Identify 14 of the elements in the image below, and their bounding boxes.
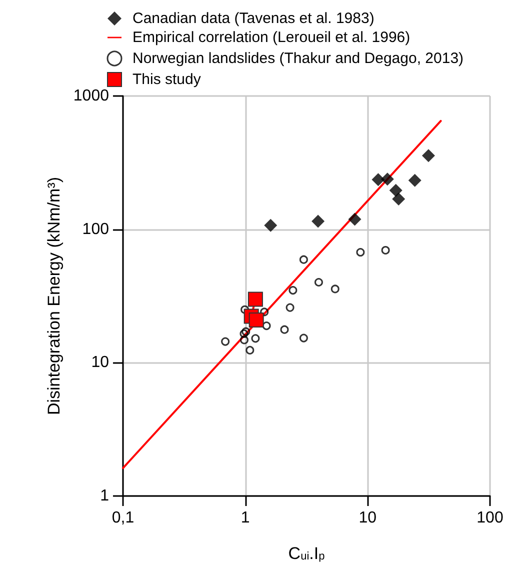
legend-label: Canadian data (Tavenas et al. 1983) bbox=[132, 10, 374, 27]
y-tick-label: 10 bbox=[91, 354, 110, 372]
x-axis-title: Cui.Ip bbox=[288, 544, 325, 563]
legend-label: Norwegian landslides (Thakur and Degago, 2013) bbox=[132, 50, 464, 67]
legend-label: This study bbox=[132, 71, 202, 88]
x-tick-label: 1 bbox=[240, 510, 250, 526]
x-tick-label: 10 bbox=[358, 510, 377, 526]
y-axis-title: Disintegration Energy (kNm/m³) bbox=[44, 176, 64, 416]
y-tick-label: 1 bbox=[100, 488, 110, 504]
x-tick-label: 0,1 bbox=[112, 510, 134, 526]
y-tick-label: 100 bbox=[82, 220, 110, 238]
y-tick-label: 1000 bbox=[73, 88, 110, 104]
x-tick-label: 100 bbox=[476, 510, 504, 526]
legend-label: Empirical correlation (Leroueil et al. 1996) bbox=[132, 29, 410, 46]
